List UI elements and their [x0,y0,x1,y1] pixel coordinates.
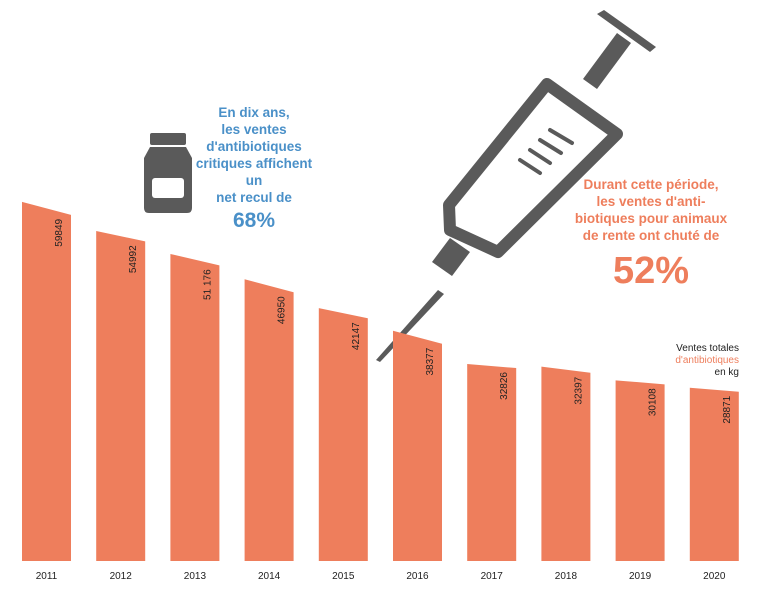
medicine-bottle-icon [144,133,192,213]
critical-decline-value: 68% [232,209,276,232]
value-label-2016: 38377 [425,347,436,375]
legend-line-1: Ventes totales [676,343,739,354]
bar-2016 [393,330,442,561]
x-tick-2012: 2012 [110,571,133,582]
legend-line-2: d'antibiotiques [675,355,739,366]
value-label-2014: 46950 [277,296,288,324]
farm-line-2: les ventes d'anti- [596,194,706,209]
x-tick-2014: 2014 [258,571,281,582]
chart-legend: Ventes totales d'antibiotiques en kg [675,343,739,379]
bar-2011 [22,201,71,561]
x-tick-2018: 2018 [555,571,578,582]
bar-2014 [244,279,294,561]
value-label-2019: 30108 [648,388,659,416]
x-tick-2017: 2017 [481,571,504,582]
critical-line-5: net recul de [216,190,292,205]
bar-2012 [96,231,146,561]
critical-line-4: critiques affichent un [195,156,313,188]
bar-2018 [541,366,591,561]
bar-2019 [615,380,665,561]
x-tick-2015: 2015 [332,571,355,582]
value-label-2013: 51 176 [202,269,213,300]
farm-line-3: biotiques pour animaux [574,211,728,226]
legend-line-3: en kg [714,367,739,378]
x-tick-2020: 2020 [703,571,726,582]
critical-line-2: les ventes [221,122,287,137]
value-label-2017: 32826 [499,372,510,400]
farm-decline-value: 52% [612,250,690,292]
value-label-2018: 32397 [573,376,584,404]
bar-2013 [170,253,220,561]
critical-antibiotics-annotation: En dix ans, les ventes d'antibiotiques c… [186,104,322,234]
x-tick-2019: 2019 [629,571,652,582]
x-tick-2013: 2013 [184,571,207,582]
bar-2020 [689,387,739,561]
bar-2015 [318,308,368,561]
x-tick-2016: 2016 [406,571,429,582]
value-label-2020: 28871 [722,395,733,423]
critical-line-1: En dix ans, [218,105,290,120]
value-label-2011: 59849 [54,218,65,246]
bar-2017 [467,364,517,561]
x-tick-2011: 2011 [36,571,58,582]
farm-animals-annotation: Durant cette période, les ventes d'anti-… [566,176,736,294]
value-label-2015: 42147 [351,322,362,350]
farm-line-1: Durant cette période, [583,177,719,192]
critical-line-3: d'antibiotiques [206,139,302,154]
value-label-2012: 54992 [128,245,139,273]
farm-line-4: de rente ont chuté de [582,228,720,243]
